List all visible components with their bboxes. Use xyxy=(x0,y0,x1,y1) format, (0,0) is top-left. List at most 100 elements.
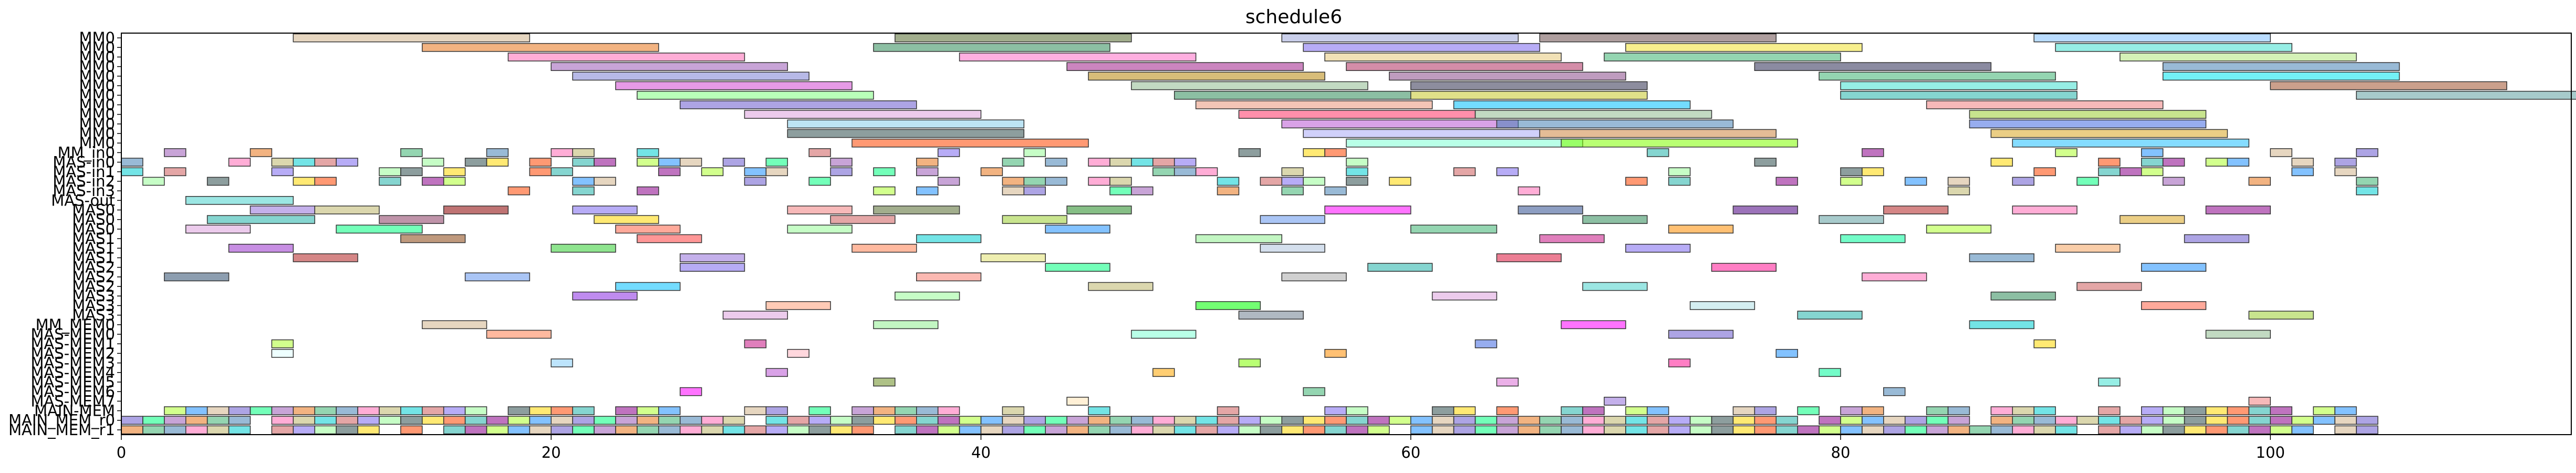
task-bar xyxy=(550,62,788,71)
task-bar xyxy=(1474,339,1498,348)
task-bar xyxy=(572,205,638,214)
task-bar xyxy=(1152,368,1175,377)
strip-bar xyxy=(658,406,681,415)
task-bar xyxy=(1926,224,1992,234)
strip-bar xyxy=(2227,416,2250,425)
strip-bar xyxy=(2334,158,2357,167)
strip-bar xyxy=(895,425,917,435)
y-tick-label: MAS-MEM3 xyxy=(30,354,115,372)
y-tick-label: MAS-MEM0 xyxy=(30,325,115,343)
strip-bar xyxy=(572,148,595,157)
strip-bar xyxy=(787,416,809,425)
strip-bar xyxy=(507,186,531,196)
strip-bar xyxy=(873,416,896,425)
strip-bar xyxy=(1281,177,1304,186)
y-tick-label: MAIN_MEM_r1 xyxy=(8,421,115,439)
task-bar xyxy=(2162,62,2400,71)
strip-bar xyxy=(916,167,939,177)
strip-bar xyxy=(228,158,251,167)
strip-bar xyxy=(1002,425,1025,435)
task-bar xyxy=(615,282,681,291)
task-bar xyxy=(1238,110,1476,119)
strip-bar xyxy=(2120,167,2142,177)
strip-bar xyxy=(550,167,573,177)
strip-bar xyxy=(1604,425,1626,435)
strip-bar xyxy=(2012,425,2034,435)
task-bar xyxy=(1990,129,2228,138)
task-bar xyxy=(1066,62,1304,71)
strip-bar xyxy=(486,158,509,167)
task-bar xyxy=(1969,119,2207,129)
task-bar xyxy=(1453,100,1691,109)
strip-bar xyxy=(1066,416,1089,425)
strip-bar xyxy=(336,158,358,167)
task-bar xyxy=(293,33,531,43)
task-bar xyxy=(1496,377,1519,387)
task-bar xyxy=(873,377,896,387)
task-bar xyxy=(1582,215,1648,224)
strip-bar xyxy=(830,167,853,177)
strip-bar xyxy=(293,177,315,186)
strip-bar xyxy=(937,416,960,425)
strip-bar xyxy=(787,425,809,435)
strip-bar xyxy=(2033,416,2056,425)
strip-bar xyxy=(765,425,788,435)
task-bar xyxy=(1539,129,1777,138)
strip-bar xyxy=(765,406,788,415)
strip-bar xyxy=(142,177,165,186)
task-bar xyxy=(1238,311,1304,320)
strip-bar xyxy=(1303,416,1325,425)
task-bar xyxy=(1539,234,1605,243)
strip-bar xyxy=(1410,416,1433,425)
strip-bar xyxy=(916,186,939,196)
strip-bar xyxy=(185,416,208,425)
strip-bar xyxy=(1195,425,1218,435)
task-bar xyxy=(615,224,681,234)
strip-bar xyxy=(185,406,208,415)
task-bar xyxy=(1625,43,1863,52)
strip-bar xyxy=(1518,425,1540,435)
strip-bar xyxy=(357,406,380,415)
strip-bar xyxy=(250,148,273,157)
strip-bar xyxy=(1582,416,1605,425)
strip-bar xyxy=(1217,186,1240,196)
task-bar xyxy=(293,253,358,262)
y-tick-label: MM0 xyxy=(79,96,116,114)
strip-bar xyxy=(765,158,788,167)
strip-bar xyxy=(2205,416,2228,425)
task-bar xyxy=(1819,215,1884,224)
strip-bar xyxy=(2270,416,2292,425)
strip-bar xyxy=(594,416,616,425)
task-bar xyxy=(271,349,294,358)
strip-bar xyxy=(1754,406,1777,415)
task-bar xyxy=(1324,205,1411,214)
strip-bar xyxy=(873,406,896,415)
strip-bar xyxy=(1496,406,1519,415)
strip-bar xyxy=(765,416,788,425)
strip-bar xyxy=(379,416,401,425)
strip-bar xyxy=(1045,425,1067,435)
strip-bar xyxy=(379,177,401,186)
strip-bar xyxy=(357,416,380,425)
strip-bar xyxy=(1002,177,1025,186)
strip-bar xyxy=(443,425,466,435)
y-tick-label: MM0 xyxy=(79,106,116,124)
task-bar xyxy=(1131,81,1368,90)
strip-bar xyxy=(2248,177,2271,186)
strip-bar xyxy=(1109,416,1132,425)
strip-bar xyxy=(2205,158,2228,167)
strip-bar xyxy=(164,406,186,415)
task-bar xyxy=(1173,90,1411,100)
strip-bar xyxy=(1926,416,1949,425)
task-bar xyxy=(873,43,1110,52)
strip-bar xyxy=(228,425,251,435)
strip-bar xyxy=(1625,416,1648,425)
task-bar xyxy=(1668,224,1734,234)
y-tick-label: MAS1 xyxy=(72,230,115,248)
task-bar xyxy=(2141,301,2207,310)
strip-bar xyxy=(851,406,874,415)
task-bar xyxy=(2270,81,2508,90)
y-tick-label: MAS0 xyxy=(72,201,115,219)
strip-bar xyxy=(228,416,251,425)
task-bar xyxy=(507,53,745,61)
